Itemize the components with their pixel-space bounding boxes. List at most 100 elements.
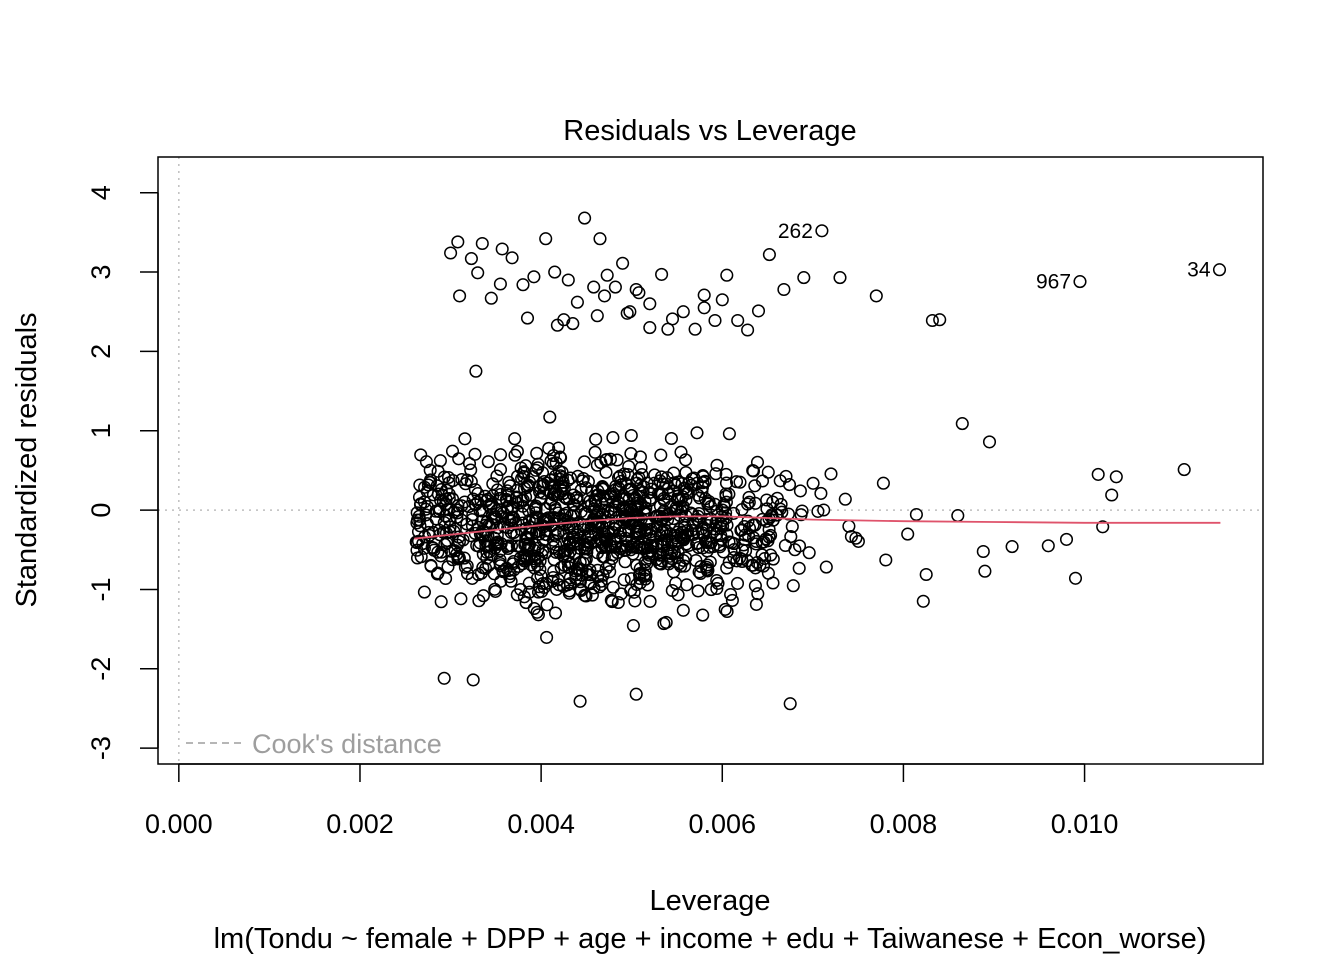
data-point bbox=[624, 583, 638, 597]
x-tick-label: 0.010 bbox=[1051, 809, 1119, 839]
data-point bbox=[516, 278, 530, 292]
data-point bbox=[550, 318, 564, 332]
data-point bbox=[695, 485, 709, 499]
data-point bbox=[653, 474, 667, 488]
data-point bbox=[633, 562, 647, 576]
data-point bbox=[513, 551, 528, 565]
data-point bbox=[792, 561, 806, 575]
data-point bbox=[626, 619, 640, 633]
data-point bbox=[710, 581, 724, 596]
data-point bbox=[472, 594, 486, 608]
data-point bbox=[976, 544, 990, 559]
data-point bbox=[762, 248, 776, 262]
data-point bbox=[777, 282, 791, 297]
data-point bbox=[643, 297, 657, 311]
data-point bbox=[422, 525, 436, 539]
data-point bbox=[517, 549, 531, 563]
data-point bbox=[444, 246, 458, 260]
data-point bbox=[719, 495, 733, 509]
data-point bbox=[760, 514, 774, 528]
data-point bbox=[501, 511, 515, 525]
data-point bbox=[519, 459, 533, 473]
data-point bbox=[568, 564, 582, 578]
data-point bbox=[617, 573, 631, 587]
data-point bbox=[542, 515, 556, 530]
data-point bbox=[505, 251, 519, 265]
data-point bbox=[766, 552, 780, 566]
data-point bbox=[737, 519, 752, 534]
data-point bbox=[639, 501, 653, 515]
data-point bbox=[623, 502, 637, 516]
data-point bbox=[740, 554, 755, 568]
data-point bbox=[537, 475, 551, 489]
data-point bbox=[535, 547, 549, 561]
data-point bbox=[426, 525, 440, 539]
data-point bbox=[749, 597, 763, 611]
data-point bbox=[748, 561, 763, 575]
data-point bbox=[593, 510, 607, 524]
data-point bbox=[410, 516, 424, 530]
data-point bbox=[434, 595, 448, 609]
data-point bbox=[690, 512, 704, 526]
data-point bbox=[1068, 571, 1083, 585]
data-point bbox=[493, 463, 508, 477]
smooth-layer bbox=[414, 515, 1221, 540]
data-point bbox=[838, 492, 852, 506]
data-point bbox=[638, 555, 652, 569]
data-point bbox=[604, 487, 618, 501]
data-point bbox=[620, 306, 634, 320]
data-point bbox=[548, 265, 562, 279]
data-point bbox=[472, 520, 486, 534]
data-point bbox=[553, 469, 568, 483]
data-point bbox=[493, 277, 507, 291]
data-point bbox=[764, 548, 778, 562]
data-point bbox=[464, 529, 478, 543]
data-point bbox=[675, 532, 689, 546]
data-point bbox=[465, 571, 479, 585]
data-point bbox=[720, 561, 734, 575]
data-point bbox=[584, 536, 598, 550]
data-point bbox=[455, 499, 469, 513]
data-point bbox=[643, 321, 657, 335]
y-tick-label: 4 bbox=[86, 185, 116, 200]
data-point bbox=[691, 584, 705, 598]
data-point bbox=[485, 497, 499, 511]
data-point bbox=[708, 313, 722, 328]
data-point bbox=[488, 584, 502, 598]
y-axis-label: Standardized residuals bbox=[11, 312, 43, 607]
data-point bbox=[851, 534, 865, 548]
data-point bbox=[751, 304, 766, 318]
data-point bbox=[561, 548, 575, 562]
data-point bbox=[551, 573, 565, 587]
data-point bbox=[730, 576, 745, 590]
data-point bbox=[901, 527, 915, 541]
data-point bbox=[814, 486, 828, 500]
data-point bbox=[718, 602, 732, 616]
data-point bbox=[742, 495, 756, 509]
data-point bbox=[817, 503, 831, 517]
data-point bbox=[501, 541, 515, 556]
point-label: 967 bbox=[1036, 271, 1071, 294]
data-point bbox=[583, 494, 597, 508]
data-point bbox=[527, 270, 541, 284]
data-point bbox=[443, 520, 457, 534]
data-point bbox=[460, 567, 475, 581]
data-point bbox=[642, 486, 657, 500]
data-point bbox=[544, 493, 558, 507]
data-point bbox=[951, 509, 965, 523]
data-point bbox=[439, 571, 453, 586]
data-point bbox=[759, 532, 773, 546]
data-point bbox=[657, 492, 671, 506]
data-point bbox=[664, 500, 678, 514]
data-point bbox=[1073, 275, 1087, 289]
data-point bbox=[641, 546, 655, 560]
data-point bbox=[457, 551, 471, 565]
data-point bbox=[548, 487, 562, 501]
data-point bbox=[606, 431, 620, 445]
data-point bbox=[590, 458, 604, 472]
data-point bbox=[614, 542, 628, 556]
data-point bbox=[410, 551, 425, 565]
data-point bbox=[629, 282, 643, 297]
data-point bbox=[802, 546, 816, 560]
data-point bbox=[909, 507, 923, 522]
